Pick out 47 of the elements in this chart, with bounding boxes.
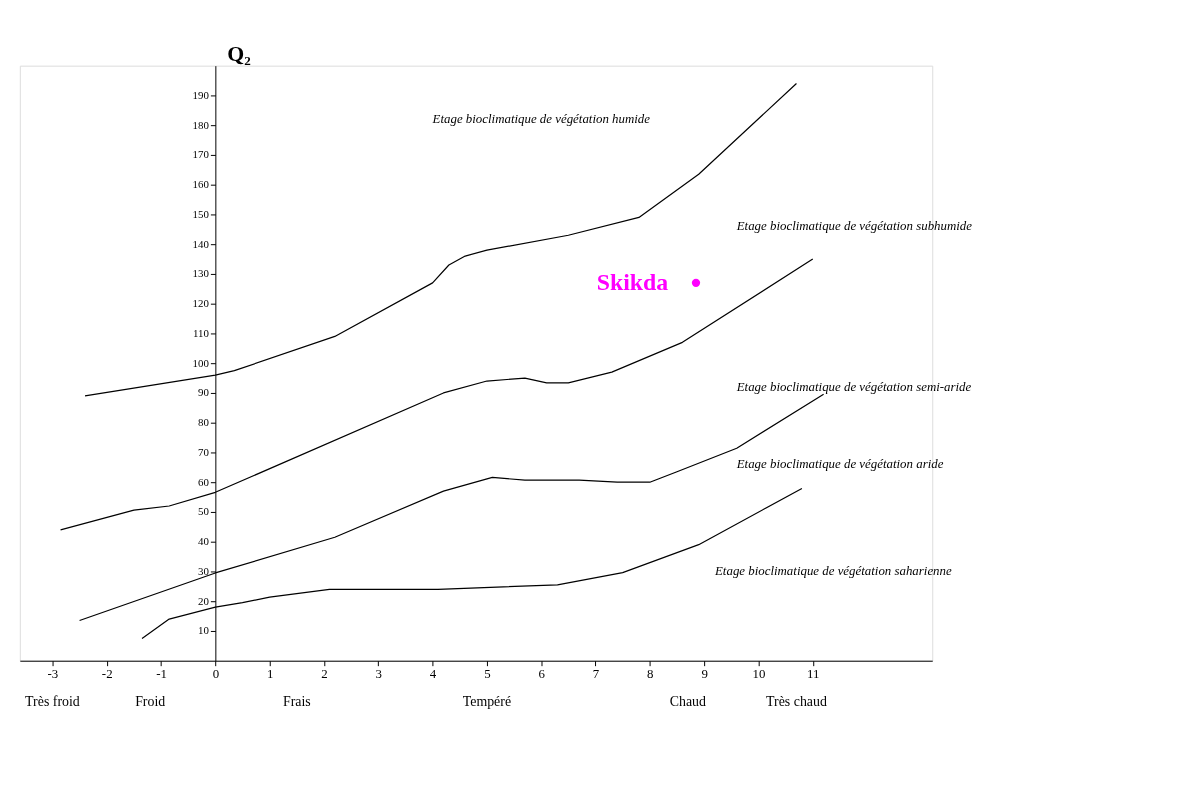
text: Froid <box>135 694 166 710</box>
text: Très chaud <box>766 694 827 710</box>
y-tick-label: 180 <box>192 118 210 131</box>
x-tick-label: 3 <box>375 667 382 682</box>
x-tick-label: 4 <box>429 667 437 682</box>
text: Chaud <box>669 694 707 710</box>
y-tick-label: 40 <box>198 535 210 548</box>
y-tick-label: 170 <box>192 148 210 161</box>
x-tick-label: 10 <box>752 667 766 682</box>
annotation: Etage bioclimatique de végétation humide <box>431 112 651 127</box>
annotation: Etage bioclimatique de végétation aride <box>735 457 944 472</box>
y-tick-label: 10 <box>198 624 210 637</box>
y-tick-label: 150 <box>192 207 210 220</box>
x-tick-label: 8 <box>647 667 654 682</box>
text: Frais <box>282 694 311 710</box>
text: Tempéré <box>462 694 512 710</box>
series-label: Skikda <box>596 268 669 295</box>
x-tick-label: 0 <box>212 667 220 682</box>
x-tick-label: 1 <box>266 667 274 682</box>
annotation: Etage bioclimatique de végétation semi-aride <box>735 379 972 394</box>
annotation: Etage bioclimatique de végétation saharienne <box>714 564 952 579</box>
y-tick-label: 100 <box>192 356 210 369</box>
x-tick-label: 6 <box>538 667 546 682</box>
annotation: Etage bioclimatique de végétation subhumide <box>735 219 973 234</box>
x-tick-label: 9 <box>701 667 708 682</box>
x-tick-label: -3 <box>47 667 59 682</box>
y-tick-label: 130 <box>192 267 210 280</box>
x-tick-label: 5 <box>484 667 491 682</box>
y-tick-label: 160 <box>192 178 210 191</box>
y-tick-label: 70 <box>198 445 210 458</box>
x-tick-label: 11 <box>807 667 820 682</box>
y-tick-label: 30 <box>198 564 210 577</box>
x-tick-label: 2 <box>321 667 328 682</box>
x-tick-label: 7 <box>592 667 600 682</box>
y-tick-label: 190 <box>192 88 210 101</box>
y-tick-label: 90 <box>198 386 210 399</box>
y-tick-label: 80 <box>198 416 210 429</box>
y-axis-title: Q₂ <box>227 41 251 66</box>
x-tick-label: -2 <box>101 667 113 682</box>
y-tick-label: 20 <box>198 594 210 607</box>
y-tick-label: 50 <box>198 505 210 518</box>
y-tick-label: 110 <box>192 326 210 339</box>
x-tick-label: -1 <box>156 667 167 682</box>
text: Très froid <box>25 694 80 710</box>
y-tick-label: 60 <box>198 475 210 488</box>
y-tick-label: 140 <box>192 237 210 250</box>
y-tick-label: 120 <box>192 297 210 310</box>
